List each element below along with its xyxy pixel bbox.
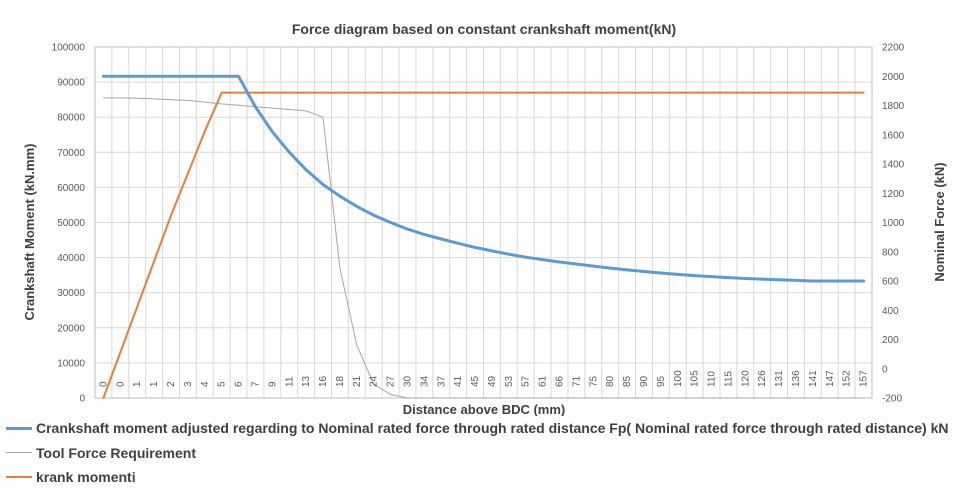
x-tick-label: 131 bbox=[774, 370, 785, 387]
y2-tick-label: 1600 bbox=[882, 130, 905, 141]
y-axis-label: Crankshaft Moment (kN.mm) bbox=[22, 144, 37, 321]
x-tick-label: 24 bbox=[369, 375, 380, 387]
x-tick-label: 1 bbox=[132, 381, 143, 387]
y2-tick-label: 2000 bbox=[882, 72, 905, 83]
legend-label-krank-momenti: krank momenti bbox=[36, 469, 136, 486]
x-tick-label: 41 bbox=[453, 375, 464, 387]
y2-tick-label: 1800 bbox=[882, 101, 905, 112]
y2-tick-label: 1400 bbox=[882, 160, 905, 171]
x-tick-label: 120 bbox=[740, 370, 751, 387]
legend-label-crankshaft-moment: Crankshaft moment adjusted regarding to … bbox=[36, 420, 949, 437]
x-tick-label: 4 bbox=[200, 381, 211, 387]
x-tick-label: 80 bbox=[605, 375, 616, 387]
x-tick-label: 7 bbox=[250, 381, 261, 387]
series-line-1 bbox=[102, 97, 865, 399]
y-tick-label: 90000 bbox=[57, 78, 85, 89]
y-tick-label: 50000 bbox=[57, 218, 85, 229]
y2-tick-label: 200 bbox=[882, 335, 899, 346]
x-tick-label: 66 bbox=[555, 375, 566, 387]
x-tick-label: 11 bbox=[284, 376, 295, 387]
x-tick-label: 152 bbox=[842, 370, 853, 387]
legend-label-tool-force: Tool Force Requirement bbox=[36, 444, 196, 461]
x-tick-label: 141 bbox=[808, 370, 819, 387]
x-tick-label: 100 bbox=[673, 370, 684, 387]
x-tick-label: 5 bbox=[217, 381, 228, 387]
series-line-2 bbox=[102, 91, 865, 399]
y2-tick-label: 1200 bbox=[882, 189, 905, 200]
x-tick-label: 110 bbox=[707, 371, 718, 387]
legend-swatch-tool-force bbox=[6, 452, 32, 454]
y-tick-label: 40000 bbox=[57, 253, 85, 264]
x-tick-label: 136 bbox=[791, 370, 802, 387]
y-tick-label: 0 bbox=[79, 394, 85, 405]
y-tick-label: 100000 bbox=[52, 43, 86, 54]
y-tick-label: 60000 bbox=[57, 183, 85, 194]
x-tick-label: 37 bbox=[436, 375, 447, 387]
x-tick-label: 90 bbox=[639, 375, 650, 387]
x-tick-label: 3 bbox=[183, 381, 194, 387]
x-tick-label: 9 bbox=[267, 381, 278, 387]
x-tick-label: 105 bbox=[690, 370, 701, 387]
chart-svg: Force diagram based on constant cranksha… bbox=[22, 21, 947, 417]
y-tick-label: 20000 bbox=[57, 323, 85, 334]
x-tick-label: 157 bbox=[859, 370, 870, 387]
axis-layer: 0100002000030000400005000060000700008000… bbox=[52, 43, 905, 405]
legend-swatch-crankshaft-moment bbox=[6, 426, 32, 430]
series-line-0 bbox=[101, 74, 866, 283]
chart-title: Force diagram based on constant cranksha… bbox=[292, 21, 676, 37]
x-tick-label: 85 bbox=[622, 375, 633, 387]
x-tick-label: 95 bbox=[656, 375, 667, 387]
y-tick-label: 30000 bbox=[57, 288, 85, 299]
y2-tick-label: 2200 bbox=[882, 43, 905, 54]
y2-tick-label: 0 bbox=[882, 364, 888, 375]
x-tick-label: 21 bbox=[352, 375, 363, 387]
y2-tick-label: 400 bbox=[882, 306, 899, 317]
y2-tick-label: -200 bbox=[882, 394, 902, 405]
x-tick-label: 30 bbox=[402, 375, 413, 387]
x-tick-label: 61 bbox=[538, 375, 549, 387]
x-tick-label: 27 bbox=[386, 375, 397, 387]
x-tick-label: 16 bbox=[318, 375, 329, 387]
y2-tick-label: 600 bbox=[882, 277, 899, 288]
x-tick-label: 115 bbox=[723, 371, 734, 387]
x-tick-label: 147 bbox=[825, 370, 836, 387]
x-tick-label: 57 bbox=[521, 375, 532, 387]
x-tick-label: 0 bbox=[98, 381, 109, 387]
y2-axis-label: Nominal Force (kN) bbox=[932, 162, 947, 281]
x-tick-label: 49 bbox=[487, 375, 498, 387]
x-tick-label: 2 bbox=[166, 381, 177, 387]
x-tick-label: 45 bbox=[470, 375, 481, 387]
legend-item-krank-momenti: krank momenti bbox=[6, 465, 976, 490]
x-tick-label: 13 bbox=[301, 375, 312, 387]
x-tick-label: 1 bbox=[149, 381, 160, 387]
legend-swatch-krank-momenti bbox=[6, 476, 32, 479]
x-tick-label: 34 bbox=[419, 375, 430, 387]
x-axis-label: Distance above BDC (mm) bbox=[403, 402, 566, 416]
legend: Crankshaft moment adjusted regarding to … bbox=[6, 416, 976, 490]
legend-item-crankshaft-moment: Crankshaft moment adjusted regarding to … bbox=[6, 416, 976, 441]
x-tick-label: 0 bbox=[115, 381, 126, 387]
y-tick-label: 80000 bbox=[57, 113, 85, 124]
x-tick-label: 53 bbox=[504, 375, 515, 387]
y2-tick-label: 800 bbox=[882, 247, 899, 258]
y-tick-label: 10000 bbox=[57, 358, 85, 369]
y-tick-label: 70000 bbox=[57, 148, 85, 159]
series-layer bbox=[101, 74, 866, 399]
x-tick-label: 126 bbox=[757, 370, 768, 387]
legend-item-tool-force: Tool Force Requirement bbox=[6, 441, 976, 466]
x-tick-label: 18 bbox=[335, 375, 346, 387]
grid-layer bbox=[94, 46, 873, 399]
x-tick-label: 75 bbox=[588, 375, 599, 387]
y2-tick-label: 1000 bbox=[882, 218, 905, 229]
x-tick-label: 6 bbox=[234, 381, 245, 387]
x-tick-label: 71 bbox=[571, 375, 582, 387]
